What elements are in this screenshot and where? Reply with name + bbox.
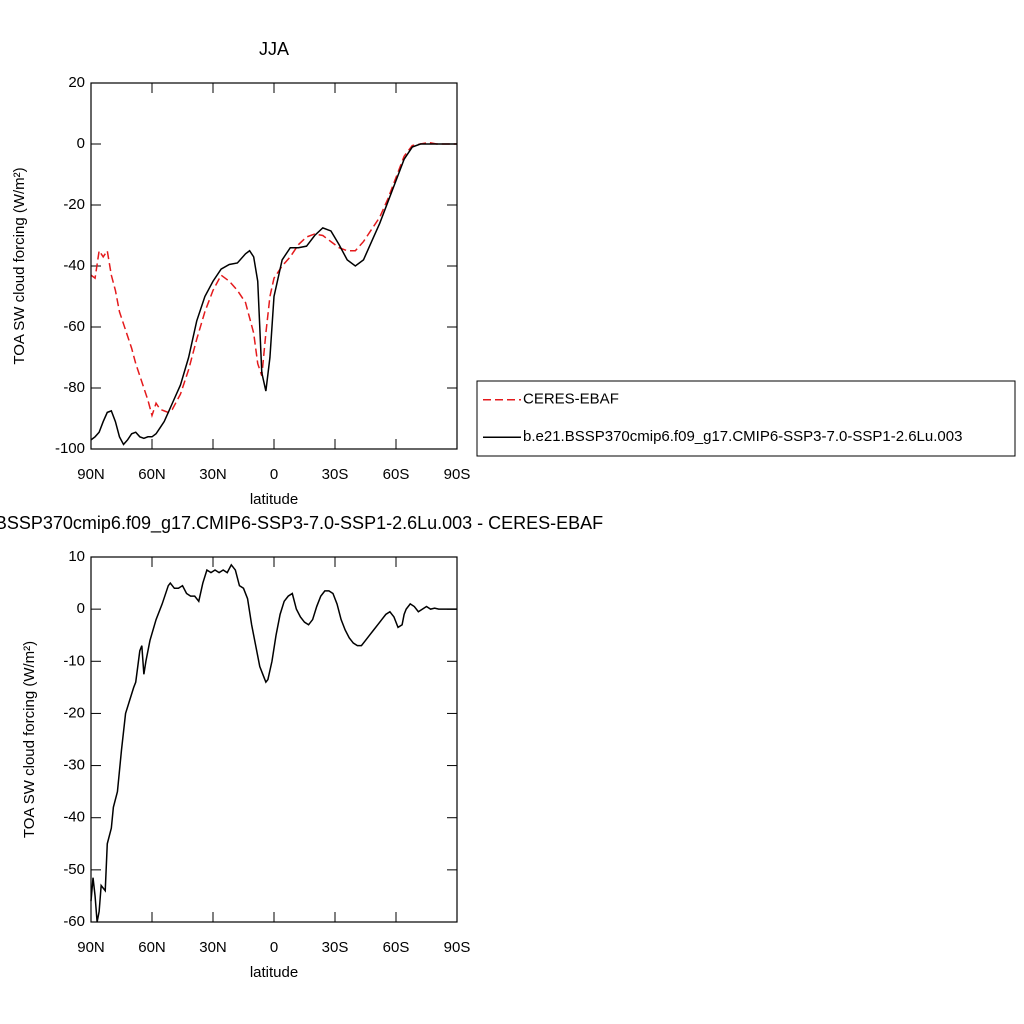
x-tick-label: 30N xyxy=(199,466,227,483)
y-tick-label: -10 xyxy=(63,652,85,669)
y-tick-label: 0 xyxy=(77,135,85,152)
data-line xyxy=(90,563,457,923)
x-tick-label: 60N xyxy=(138,466,166,483)
y-tick-label: -20 xyxy=(63,196,85,213)
x-tick-label: 60N xyxy=(138,939,166,956)
y-tick-label: -60 xyxy=(63,913,85,930)
legend-label: b.e21.BSSP370cmip6.f09_g17.CMIP6-SSP3-7.… xyxy=(523,428,962,445)
y-tick-label: 20 xyxy=(68,74,85,91)
y-tick-label: -100 xyxy=(55,440,85,457)
y-axis-label: TOA SW cloud forcing (W/m²) xyxy=(11,167,28,364)
plot-frame xyxy=(90,556,458,923)
y-tick-label: -80 xyxy=(63,379,85,396)
y-tick-label: 10 xyxy=(68,548,85,565)
x-axis-label: latitude xyxy=(250,964,298,981)
x-tick-label: 90N xyxy=(77,466,105,483)
x-tick-label: 60S xyxy=(383,939,410,956)
x-tick-label: 0 xyxy=(270,466,278,483)
x-tick-label: 60S xyxy=(383,466,410,483)
legend-box xyxy=(476,380,1016,457)
y-tick-label: -30 xyxy=(63,757,85,774)
x-tick-label: 90N xyxy=(77,939,105,956)
x-tick-label: 30S xyxy=(322,466,349,483)
y-axis-label: TOA SW cloud forcing (W/m²) xyxy=(21,641,38,838)
x-tick-label: 90S xyxy=(444,466,471,483)
y-tick-label: -60 xyxy=(63,318,85,335)
chart-title: JJA xyxy=(259,39,289,59)
y-tick-label: -50 xyxy=(63,861,85,878)
data-line xyxy=(90,141,457,419)
x-tick-label: 0 xyxy=(270,939,278,956)
y-tick-label: -40 xyxy=(63,257,85,274)
y-tick-label: -20 xyxy=(63,704,85,721)
plot-frame xyxy=(90,82,458,450)
x-tick-label: 90S xyxy=(444,939,471,956)
data-line xyxy=(90,143,457,446)
y-tick-label: 0 xyxy=(77,600,85,617)
x-tick-label: 30N xyxy=(199,939,227,956)
x-axis-label: latitude xyxy=(250,491,298,508)
chart-title: b.e21.BSSP370cmip6.f09_g17.CMIP6-SSP3-7.… xyxy=(0,513,603,534)
legend-label: CERES-EBAF xyxy=(523,391,619,408)
y-tick-label: -40 xyxy=(63,809,85,826)
x-tick-label: 30S xyxy=(322,939,349,956)
